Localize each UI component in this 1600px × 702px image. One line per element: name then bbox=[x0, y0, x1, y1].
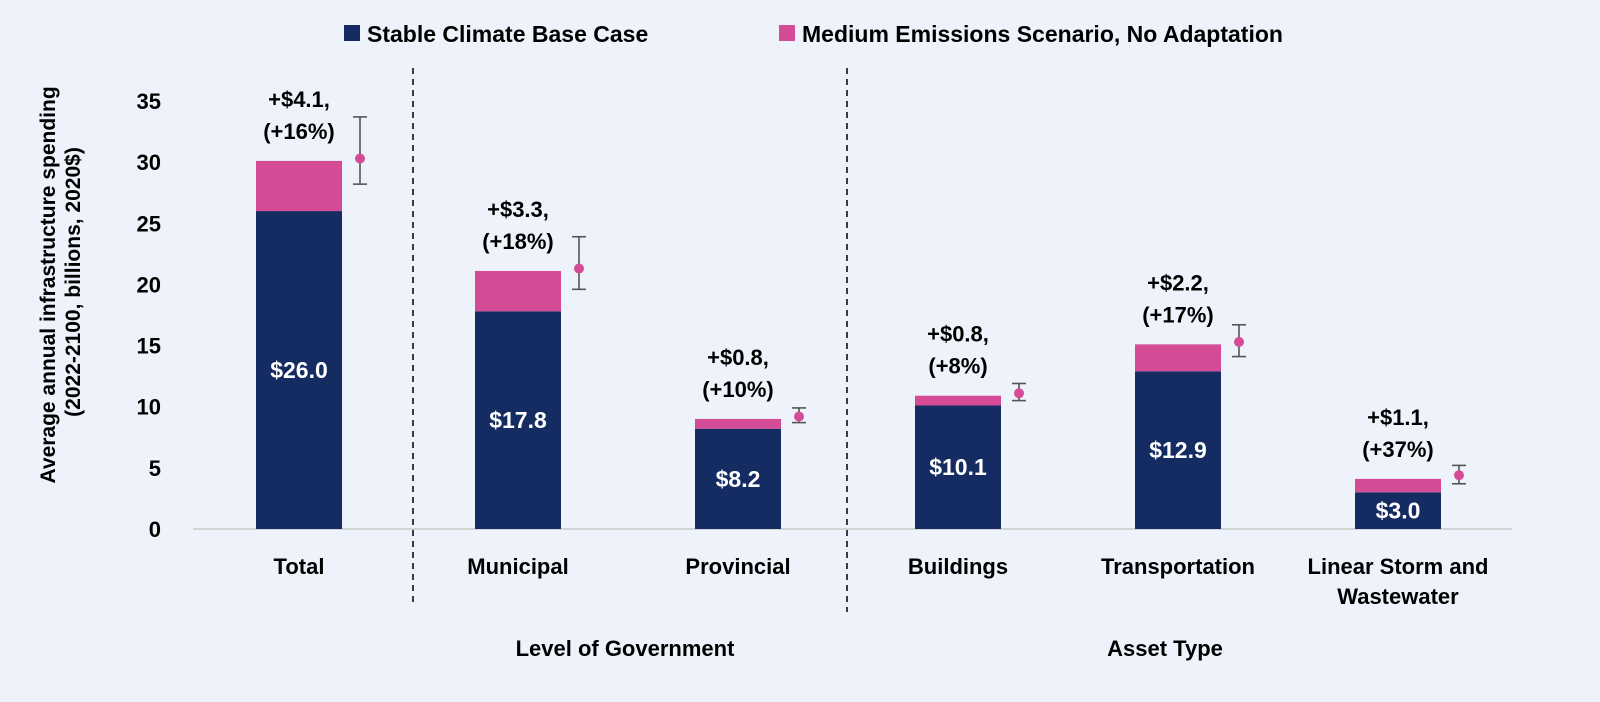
error-bar-point bbox=[1014, 388, 1024, 399]
legend-label-scenario: Medium Emissions Scenario, No Adaptation bbox=[802, 21, 1283, 47]
error-bars bbox=[353, 116, 1466, 485]
error-bar-point bbox=[574, 263, 584, 274]
category-labels: Total Municipal Provincial Buildings Transpo… bbox=[274, 554, 1489, 609]
error-bar-point bbox=[1234, 336, 1244, 347]
error-bar-point bbox=[1454, 470, 1464, 481]
y-tick-label: 25 bbox=[137, 211, 161, 236]
category-label: Provincial bbox=[685, 554, 790, 579]
bar-base-segment bbox=[256, 211, 342, 530]
y-tick-label: 5 bbox=[149, 456, 161, 481]
group-label-asset: Asset Type bbox=[1107, 636, 1223, 661]
bar-base-segment bbox=[1355, 492, 1441, 529]
y-axis-title: Average annual infrastructure spending (… bbox=[37, 81, 85, 484]
increase-percent-label: (+8%) bbox=[928, 354, 987, 379]
error-bar-point bbox=[794, 411, 804, 422]
category-label: Wastewater bbox=[1337, 584, 1459, 609]
category-label: Buildings bbox=[908, 554, 1008, 579]
group-label-government: Level of Government bbox=[516, 636, 736, 661]
bar-scenario-segment bbox=[1355, 478, 1441, 493]
bar-scenario-segment bbox=[1135, 344, 1221, 372]
increase-amount-label: +$2.2, bbox=[1147, 270, 1209, 295]
y-axis-title-line-1: Average annual infrastructure spending bbox=[37, 86, 60, 483]
bar-base-segment bbox=[475, 311, 561, 529]
category-label: Total bbox=[274, 554, 325, 579]
legend-label-base: Stable Climate Base Case bbox=[367, 21, 648, 47]
y-tick-label: 20 bbox=[137, 272, 161, 297]
bar-base-segment bbox=[695, 428, 781, 529]
y-axis-title-line-2: (2022-2100, billions, 2020$) bbox=[62, 147, 85, 417]
bar-base-segment bbox=[1135, 371, 1221, 529]
error-bar-point bbox=[355, 153, 365, 164]
increase-amount-label: +$0.8, bbox=[707, 345, 769, 370]
legend-swatch-base bbox=[344, 25, 360, 41]
y-tick-label: 30 bbox=[137, 150, 161, 175]
legend: Stable Climate Base Case Medium Emission… bbox=[344, 21, 1283, 47]
bar-scenario-segment bbox=[475, 270, 561, 312]
increase-amount-label: +$0.8, bbox=[927, 322, 989, 347]
bar-scenario-segment bbox=[695, 418, 781, 429]
y-tick-label: 10 bbox=[137, 395, 161, 420]
y-tick-label: 0 bbox=[149, 517, 161, 542]
category-label: Municipal bbox=[467, 554, 568, 579]
bar-value-label: $17.8 bbox=[489, 407, 547, 433]
bar-base-segment bbox=[915, 405, 1001, 529]
bar-value-label: $10.1 bbox=[929, 454, 987, 480]
bar-scenario-segment bbox=[915, 395, 1001, 406]
increase-amount-label: +$3.3, bbox=[487, 197, 549, 222]
bar-value-label: $12.9 bbox=[1149, 437, 1207, 463]
bars: $26.0 $17.8 $8.2 $10.1 $12.9 $3.0 bbox=[256, 160, 1441, 530]
bar-value-label: $8.2 bbox=[716, 466, 761, 492]
y-tick-label: 35 bbox=[137, 89, 161, 114]
legend-swatch-scenario bbox=[779, 25, 795, 41]
increase-annotations: +$4.1, (+16%) +$3.3, (+18%) +$0.8, (+10%) +$0.… bbox=[263, 87, 1434, 462]
bar-value-label: $26.0 bbox=[270, 357, 328, 383]
increase-percent-label: (+18%) bbox=[482, 229, 554, 254]
category-label: Transportation bbox=[1101, 554, 1255, 579]
y-axis-ticks: 0 5 10 15 20 25 30 35 bbox=[137, 89, 161, 542]
increase-percent-label: (+37%) bbox=[1362, 437, 1434, 462]
increase-percent-label: (+17%) bbox=[1142, 302, 1214, 327]
increase-percent-label: (+10%) bbox=[702, 377, 774, 402]
increase-percent-label: (+16%) bbox=[263, 119, 335, 144]
bar-value-label: $3.0 bbox=[1376, 498, 1421, 524]
y-tick-label: 15 bbox=[137, 334, 161, 359]
increase-amount-label: +$1.1, bbox=[1367, 405, 1429, 430]
category-label: Linear Storm and bbox=[1308, 554, 1489, 579]
increase-amount-label: +$4.1, bbox=[268, 87, 330, 112]
bar-scenario-segment bbox=[256, 160, 342, 212]
